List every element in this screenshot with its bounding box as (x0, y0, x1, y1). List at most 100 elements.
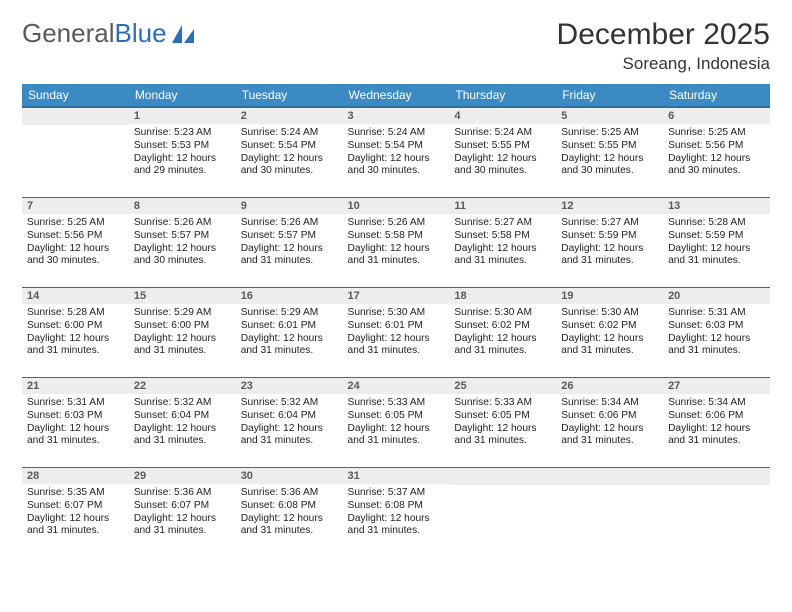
calendar-cell: 8Sunrise: 5:26 AMSunset: 5:57 PMDaylight… (129, 197, 236, 287)
daylight-text: Daylight: 12 hours and 31 minutes. (241, 333, 338, 359)
cell-body: Sunrise: 5:32 AMSunset: 6:04 PMDaylight:… (129, 394, 236, 454)
sunrise-text: Sunrise: 5:32 AM (241, 397, 338, 410)
day-cell: 30Sunrise: 5:36 AMSunset: 6:08 PMDayligh… (236, 467, 343, 557)
sunrise-text: Sunrise: 5:30 AM (348, 307, 445, 320)
day-cell: 1Sunrise: 5:23 AMSunset: 5:53 PMDaylight… (129, 107, 236, 198)
sunset-text: Sunset: 5:54 PM (348, 140, 445, 153)
cell-body: Sunrise: 5:26 AMSunset: 5:57 PMDaylight:… (236, 214, 343, 274)
cell-body: Sunrise: 5:31 AMSunset: 6:03 PMDaylight:… (22, 394, 129, 454)
cell-body: Sunrise: 5:23 AMSunset: 5:53 PMDaylight:… (129, 124, 236, 184)
daylight-text: Daylight: 12 hours and 31 minutes. (134, 423, 231, 449)
day-cell: 16Sunrise: 5:29 AMSunset: 6:01 PMDayligh… (236, 287, 343, 377)
daylight-text: Daylight: 12 hours and 30 minutes. (561, 153, 658, 179)
cell-body: Sunrise: 5:27 AMSunset: 5:59 PMDaylight:… (556, 214, 663, 274)
day-number: 19 (556, 288, 663, 304)
sunrise-text: Sunrise: 5:37 AM (348, 487, 445, 500)
sunset-text: Sunset: 5:59 PM (668, 230, 765, 243)
daylight-text: Daylight: 12 hours and 31 minutes. (27, 423, 124, 449)
calendar-cell: 28Sunrise: 5:35 AMSunset: 6:07 PMDayligh… (22, 467, 129, 557)
calendar-cell: 13Sunrise: 5:28 AMSunset: 5:59 PMDayligh… (663, 197, 770, 287)
cell-body: Sunrise: 5:35 AMSunset: 6:07 PMDaylight:… (22, 484, 129, 544)
day-cell: 11Sunrise: 5:27 AMSunset: 5:58 PMDayligh… (449, 197, 556, 287)
day-cell: 24Sunrise: 5:33 AMSunset: 6:05 PMDayligh… (343, 377, 450, 467)
sunset-text: Sunset: 5:59 PM (561, 230, 658, 243)
day-number: 17 (343, 288, 450, 304)
day-number: 9 (236, 198, 343, 214)
day-cell: 20Sunrise: 5:31 AMSunset: 6:03 PMDayligh… (663, 287, 770, 377)
cell-body: Sunrise: 5:32 AMSunset: 6:04 PMDaylight:… (236, 394, 343, 454)
cell-body: Sunrise: 5:34 AMSunset: 6:06 PMDaylight:… (556, 394, 663, 454)
week-row: 7Sunrise: 5:25 AMSunset: 5:56 PMDaylight… (22, 197, 770, 287)
calendar-cell: 26Sunrise: 5:34 AMSunset: 6:06 PMDayligh… (556, 377, 663, 467)
calendar-cell: 27Sunrise: 5:34 AMSunset: 6:06 PMDayligh… (663, 377, 770, 467)
day-number: 6 (663, 108, 770, 124)
sunrise-text: Sunrise: 5:34 AM (668, 397, 765, 410)
day-header: Sunday (22, 84, 129, 107)
daylight-text: Daylight: 12 hours and 31 minutes. (348, 333, 445, 359)
cell-body: Sunrise: 5:33 AMSunset: 6:05 PMDaylight:… (343, 394, 450, 454)
sunrise-text: Sunrise: 5:35 AM (27, 487, 124, 500)
sunrise-text: Sunrise: 5:27 AM (561, 217, 658, 230)
day-cell: 7Sunrise: 5:25 AMSunset: 5:56 PMDaylight… (22, 197, 129, 287)
sunrise-text: Sunrise: 5:25 AM (668, 127, 765, 140)
cell-body: Sunrise: 5:33 AMSunset: 6:05 PMDaylight:… (449, 394, 556, 454)
sunrise-text: Sunrise: 5:24 AM (241, 127, 338, 140)
daylight-text: Daylight: 12 hours and 29 minutes. (134, 153, 231, 179)
day-header: Wednesday (343, 84, 450, 107)
sunrise-text: Sunrise: 5:24 AM (454, 127, 551, 140)
day-header: Monday (129, 84, 236, 107)
sunset-text: Sunset: 6:01 PM (241, 320, 338, 333)
daylight-text: Daylight: 12 hours and 30 minutes. (241, 153, 338, 179)
sunrise-text: Sunrise: 5:29 AM (241, 307, 338, 320)
calendar-cell: 25Sunrise: 5:33 AMSunset: 6:05 PMDayligh… (449, 377, 556, 467)
day-cell (449, 467, 556, 557)
sunrise-text: Sunrise: 5:25 AM (561, 127, 658, 140)
cell-body: Sunrise: 5:34 AMSunset: 6:06 PMDaylight:… (663, 394, 770, 454)
sunrise-text: Sunrise: 5:36 AM (241, 487, 338, 500)
calendar-cell: 19Sunrise: 5:30 AMSunset: 6:02 PMDayligh… (556, 287, 663, 377)
day-cell: 23Sunrise: 5:32 AMSunset: 6:04 PMDayligh… (236, 377, 343, 467)
day-cell: 19Sunrise: 5:30 AMSunset: 6:02 PMDayligh… (556, 287, 663, 377)
daylight-text: Daylight: 12 hours and 30 minutes. (134, 243, 231, 269)
calendar-cell: 14Sunrise: 5:28 AMSunset: 6:00 PMDayligh… (22, 287, 129, 377)
cell-body: Sunrise: 5:25 AMSunset: 5:56 PMDaylight:… (663, 124, 770, 184)
sunset-text: Sunset: 5:54 PM (241, 140, 338, 153)
empty-daynum-bar (449, 468, 556, 485)
daylight-text: Daylight: 12 hours and 31 minutes. (348, 243, 445, 269)
day-number: 25 (449, 378, 556, 394)
day-cell: 13Sunrise: 5:28 AMSunset: 5:59 PMDayligh… (663, 197, 770, 287)
sunset-text: Sunset: 6:07 PM (27, 500, 124, 513)
calendar-cell: 29Sunrise: 5:36 AMSunset: 6:07 PMDayligh… (129, 467, 236, 557)
cell-body: Sunrise: 5:24 AMSunset: 5:54 PMDaylight:… (236, 124, 343, 184)
calendar-cell: 30Sunrise: 5:36 AMSunset: 6:08 PMDayligh… (236, 467, 343, 557)
day-number: 22 (129, 378, 236, 394)
daylight-text: Daylight: 12 hours and 30 minutes. (668, 153, 765, 179)
cell-body: Sunrise: 5:30 AMSunset: 6:02 PMDaylight:… (556, 304, 663, 364)
empty-cell (556, 467, 663, 557)
sunset-text: Sunset: 5:57 PM (134, 230, 231, 243)
sunset-text: Sunset: 5:58 PM (348, 230, 445, 243)
cell-body: Sunrise: 5:28 AMSunset: 6:00 PMDaylight:… (22, 304, 129, 364)
cell-body: Sunrise: 5:26 AMSunset: 5:57 PMDaylight:… (129, 214, 236, 274)
daylight-text: Daylight: 12 hours and 31 minutes. (561, 333, 658, 359)
day-number: 21 (22, 378, 129, 394)
sunset-text: Sunset: 6:04 PM (134, 410, 231, 423)
calendar-cell: 15Sunrise: 5:29 AMSunset: 6:00 PMDayligh… (129, 287, 236, 377)
day-cell (663, 467, 770, 557)
day-number: 8 (129, 198, 236, 214)
day-cell: 4Sunrise: 5:24 AMSunset: 5:55 PMDaylight… (449, 107, 556, 198)
sunset-text: Sunset: 5:55 PM (561, 140, 658, 153)
day-number: 13 (663, 198, 770, 214)
sunset-text: Sunset: 6:05 PM (348, 410, 445, 423)
sunset-text: Sunset: 5:56 PM (27, 230, 124, 243)
sunset-text: Sunset: 6:02 PM (454, 320, 551, 333)
sunrise-text: Sunrise: 5:31 AM (668, 307, 765, 320)
calendar-cell: 17Sunrise: 5:30 AMSunset: 6:01 PMDayligh… (343, 287, 450, 377)
daylight-text: Daylight: 12 hours and 31 minutes. (561, 243, 658, 269)
daylight-text: Daylight: 12 hours and 31 minutes. (561, 423, 658, 449)
cell-body: Sunrise: 5:36 AMSunset: 6:07 PMDaylight:… (129, 484, 236, 544)
day-header: Thursday (449, 84, 556, 107)
logo: GeneralBlue (22, 18, 196, 49)
calendar-cell: 3Sunrise: 5:24 AMSunset: 5:54 PMDaylight… (343, 107, 450, 197)
logo-text-a: General (22, 18, 115, 49)
